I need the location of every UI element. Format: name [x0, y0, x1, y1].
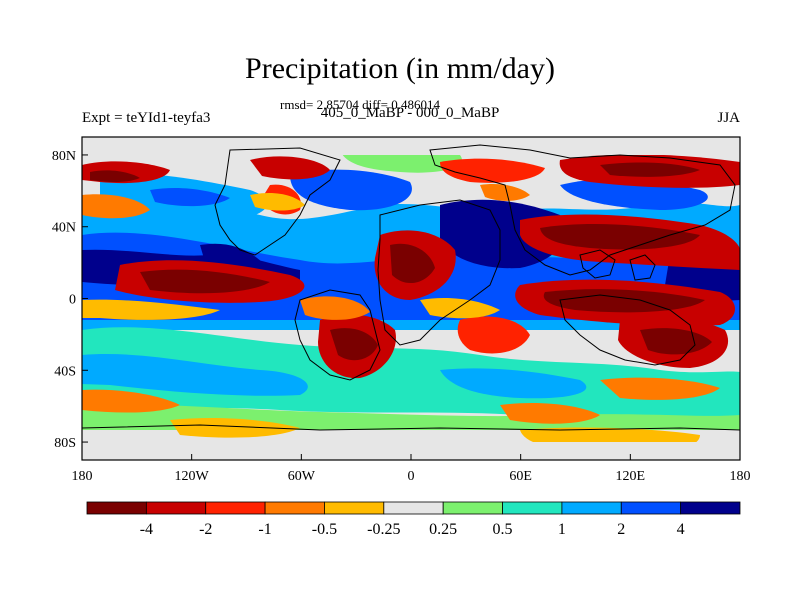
- stats-line: rmsd= 2.85704 diff= 0.486014: [280, 97, 440, 112]
- colorbar-swatch: [264, 501, 325, 515]
- colorbar-label: -0.5: [312, 521, 337, 538]
- lat-tick-label: 40N: [52, 221, 76, 236]
- plot-title: Precipitation (in mm/day): [245, 52, 555, 85]
- colorbar-label: -0.25: [367, 521, 400, 538]
- lon-tick-label: 60W: [288, 469, 316, 484]
- colorbar-swatch: [620, 501, 682, 515]
- colorbar-swatch: [442, 501, 503, 515]
- continent-outlines: [82, 144, 740, 431]
- colorbar-swatch: [324, 501, 385, 515]
- lat-tick-label: 80N: [52, 149, 76, 164]
- colorbar-swatch: [145, 501, 207, 515]
- lat-tick-label: 40S: [54, 364, 76, 379]
- colorbar-label: 0.5: [493, 521, 513, 538]
- colorbar-label: -4: [140, 521, 153, 538]
- colorbar-label: 1: [558, 521, 566, 538]
- precip-anomaly-field: [82, 137, 740, 460]
- season-label: JJA: [717, 110, 740, 126]
- lon-tick-label: 60E: [509, 469, 532, 484]
- colorbar-label: -1: [258, 521, 271, 538]
- colorbar-swatch: [680, 501, 741, 515]
- colorbar-swatch: [502, 501, 563, 515]
- colorbar: -4 -2 -1 -0.5 -0.25 0.25 0.5 1 2 4: [86, 501, 741, 538]
- colorbar-swatch: [561, 501, 622, 515]
- colorbar-swatch: [383, 501, 444, 515]
- lon-tick-label: 120W: [175, 469, 210, 484]
- colorbar-label: 4: [677, 521, 685, 538]
- lon-tick-label: 120E: [616, 469, 646, 484]
- lat-tick-label: 0: [69, 293, 76, 308]
- colorbar-swatch: [86, 501, 147, 515]
- colorbar-label: 2: [617, 521, 625, 538]
- lon-tick-label: 180: [730, 469, 751, 484]
- lon-tick-label: 0: [408, 469, 415, 484]
- colorbar-label: 0.25: [429, 521, 457, 538]
- colorbar-swatch: [205, 501, 266, 515]
- colorbar-label: -2: [199, 521, 212, 538]
- lat-tick-label: 80S: [54, 436, 76, 451]
- experiment-label: Expt = teYId1-teyfa3: [82, 110, 211, 126]
- lon-tick-label: 180: [72, 469, 93, 484]
- subtitle: 405_0_MaBP - 000_0_MaBP: [320, 105, 500, 121]
